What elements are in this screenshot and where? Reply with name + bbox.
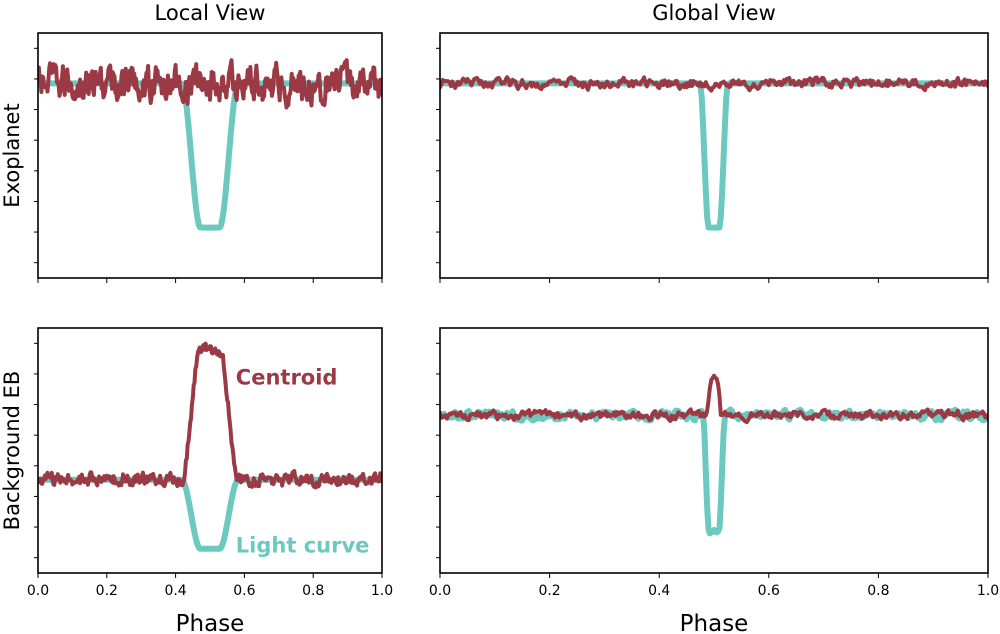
annotation-centroid: Centroid — [236, 366, 338, 390]
x-tick-label: 0.8 — [867, 583, 889, 599]
series-line-s0 — [38, 80, 382, 231]
axes-frame — [37, 32, 383, 279]
x-tick-label: 0.0 — [429, 583, 451, 599]
series-line-s0 — [440, 406, 988, 537]
row-label: Exoplanet — [0, 103, 24, 207]
x-tick-label: 0.8 — [302, 583, 324, 599]
axes-frame — [37, 327, 383, 574]
x-tick-label: 0.2 — [96, 583, 118, 599]
x-tick-label: 0.4 — [164, 583, 186, 599]
column-title: Global View — [652, 1, 776, 25]
column-title: Local View — [155, 1, 266, 25]
panel-top-right: Global View — [436, 1, 989, 283]
x-tick-label: 0.6 — [758, 583, 780, 599]
panel-top-left: Local View Exoplanet — [0, 1, 383, 283]
x-tick-label: 0.4 — [648, 583, 670, 599]
series-line-s1 — [440, 373, 988, 425]
annotation-light-curve: Light curve — [236, 533, 370, 557]
x-tick-label: 1.0 — [371, 583, 393, 599]
row-label: Background EB — [0, 371, 24, 531]
x-tick-label: 1.0 — [977, 583, 999, 599]
panel-bottom-left: 0.0 0.2 0.4 0.6 0.8 1.0 Background EB Phase Cent… — [0, 327, 393, 634]
axes-frame — [439, 327, 989, 574]
x-axis-label: Phase — [176, 611, 245, 634]
x-axis-label: Phase — [680, 611, 749, 634]
series-line-s1 — [440, 75, 988, 93]
x-tick-label: 0.2 — [538, 583, 560, 599]
axes-frame — [439, 32, 989, 279]
panel-bottom-right: 0.0 0.2 0.4 0.6 0.8 1.0 Phase — [429, 327, 999, 634]
series-line-s0 — [440, 80, 988, 231]
x-tick-label: 0.0 — [27, 583, 49, 599]
series-line-s1 — [38, 58, 382, 110]
series-line-centroid — [38, 341, 382, 490]
x-tick-label: 0.6 — [233, 583, 255, 599]
